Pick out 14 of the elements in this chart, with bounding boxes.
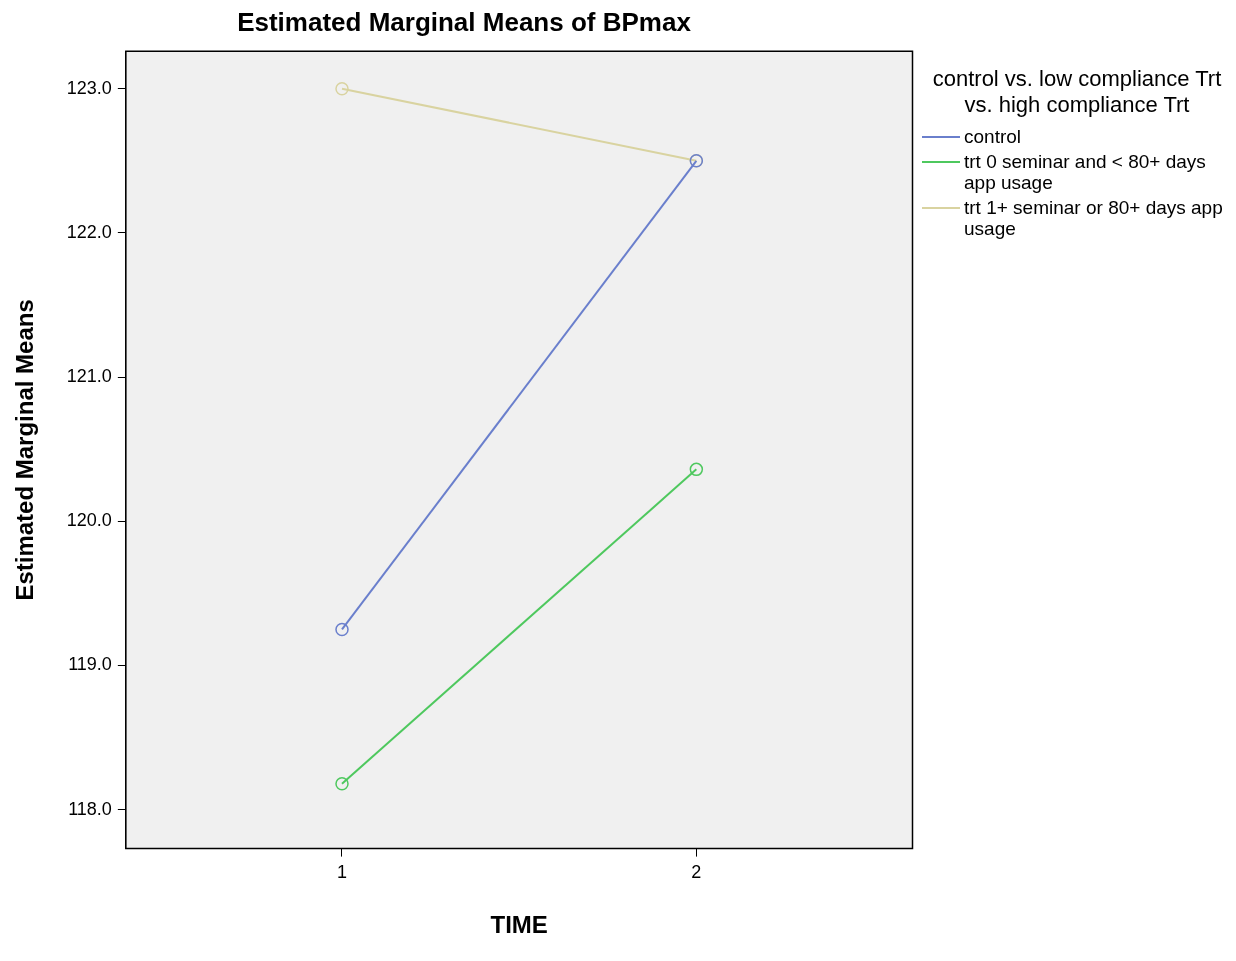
legend-label: control [964, 126, 1022, 147]
chart-title: Estimated Marginal Means of BPmax [237, 6, 692, 37]
y-tick-label: 123.0 [66, 77, 112, 98]
y-tick-label: 119.0 [68, 654, 112, 675]
x-tick-label: 1 [336, 862, 348, 883]
legend-label: trt 1+ seminar or 80+ days app usage [964, 197, 1224, 239]
y-tick-label: 122.0 [66, 221, 112, 242]
y-tick-label: 120.0 [66, 510, 112, 531]
x-axis-title: TIME [490, 911, 548, 939]
y-tick-label: 118.0 [68, 798, 112, 819]
legend-title: control vs. low compliance Trt vs. high compliance Trt [931, 66, 1223, 118]
y-tick-label: 121.0 [66, 366, 112, 387]
x-tick-label: 2 [691, 862, 702, 883]
y-axis-title: Estimated Marginal Means [11, 299, 39, 601]
